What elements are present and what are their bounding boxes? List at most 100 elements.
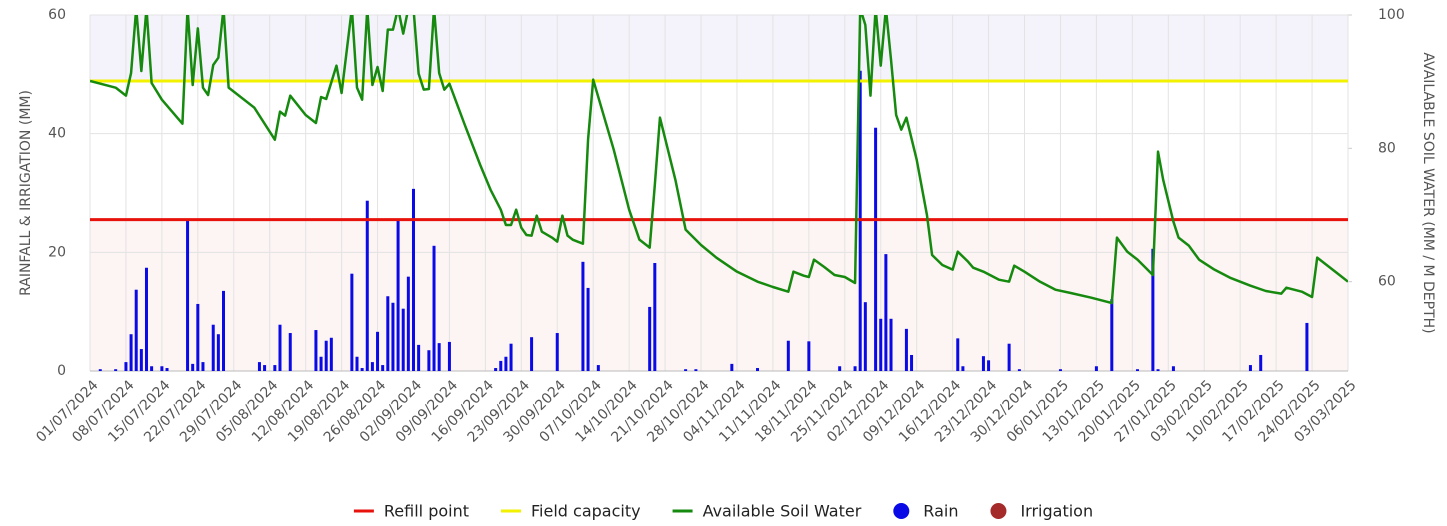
bar — [874, 127, 878, 371]
bar — [216, 334, 220, 371]
legend-label: Irrigation — [1020, 502, 1093, 521]
bar — [1058, 369, 1062, 371]
bar — [807, 341, 811, 371]
bar — [263, 365, 267, 371]
bar — [124, 362, 128, 371]
bar — [324, 340, 328, 371]
bar — [288, 333, 292, 371]
bar — [648, 306, 652, 371]
bar — [1156, 369, 1160, 371]
bar — [437, 343, 441, 371]
bar — [165, 368, 169, 371]
bar — [961, 366, 965, 371]
bar — [1110, 299, 1114, 371]
bar — [1248, 365, 1252, 371]
bar — [1259, 354, 1263, 371]
bar — [904, 328, 908, 371]
bar — [355, 356, 359, 371]
bar — [129, 334, 133, 371]
bar — [257, 362, 261, 371]
legend-symbol — [893, 503, 910, 519]
bar — [838, 366, 842, 371]
bar — [653, 263, 657, 371]
band-below-refill — [90, 219, 1348, 371]
bar — [411, 188, 415, 371]
bar — [160, 366, 164, 371]
legend-label: Rain — [923, 502, 958, 521]
legend-symbol — [990, 503, 1007, 519]
bar — [139, 349, 143, 371]
y2-tick-label: 80 — [1378, 140, 1396, 156]
bar — [360, 368, 364, 371]
y2-tick-label: 100 — [1378, 7, 1405, 23]
bar — [401, 308, 405, 371]
bar — [134, 289, 138, 371]
bar — [191, 363, 195, 371]
bar — [555, 333, 559, 371]
bar — [381, 365, 385, 371]
y-tick-label: 60 — [48, 7, 66, 23]
bar — [1007, 343, 1011, 371]
bar — [504, 356, 508, 371]
bar — [417, 344, 421, 371]
bar — [853, 366, 857, 371]
bar — [278, 324, 282, 371]
bar — [756, 368, 760, 371]
bar — [786, 340, 790, 371]
bar — [447, 341, 451, 371]
bar — [211, 324, 215, 371]
bar — [222, 290, 226, 371]
bar — [150, 366, 154, 371]
bar — [314, 330, 318, 371]
bar — [144, 267, 148, 371]
bar — [509, 343, 513, 371]
legend-label: Refill point — [384, 502, 469, 521]
bar — [1135, 369, 1139, 371]
y-tick-label: 0 — [57, 363, 66, 379]
bar — [376, 331, 380, 371]
bar — [427, 350, 431, 371]
bar — [350, 273, 354, 371]
bar — [196, 303, 200, 371]
bar — [432, 245, 436, 371]
bar — [201, 362, 205, 371]
bar — [98, 369, 102, 371]
y2-axis-title: AVAILABLE SOIL WATER (MM / M DEPTH) — [1420, 52, 1436, 333]
bar — [956, 338, 960, 371]
bar — [391, 302, 395, 371]
bar — [586, 287, 590, 371]
bar — [684, 369, 688, 371]
bar — [494, 368, 498, 371]
bar — [396, 220, 400, 371]
bar — [1094, 366, 1098, 371]
bar — [499, 360, 503, 371]
bar — [1171, 366, 1175, 371]
bar — [987, 360, 991, 371]
line — [90, 15, 1348, 305]
plot — [90, 15, 1348, 371]
bar — [370, 362, 374, 371]
bar — [910, 354, 914, 371]
legend-label: Available Soil Water — [703, 502, 862, 521]
bar — [1151, 248, 1155, 371]
bar — [596, 365, 600, 371]
bar — [406, 276, 410, 371]
bar — [329, 337, 333, 371]
bar — [1305, 322, 1309, 371]
bar — [863, 302, 867, 371]
bar — [319, 356, 323, 371]
bar — [884, 254, 888, 371]
bar — [879, 318, 883, 371]
bar — [730, 363, 734, 371]
bar — [981, 356, 985, 371]
bar — [889, 318, 893, 371]
bar — [273, 365, 277, 371]
bar — [694, 369, 698, 371]
bar — [581, 261, 585, 371]
bar — [365, 200, 369, 371]
band-above-capacity — [90, 15, 1348, 81]
legend: Refill point Field capacity Available Soil… — [353, 502, 1093, 521]
bar — [530, 337, 534, 371]
